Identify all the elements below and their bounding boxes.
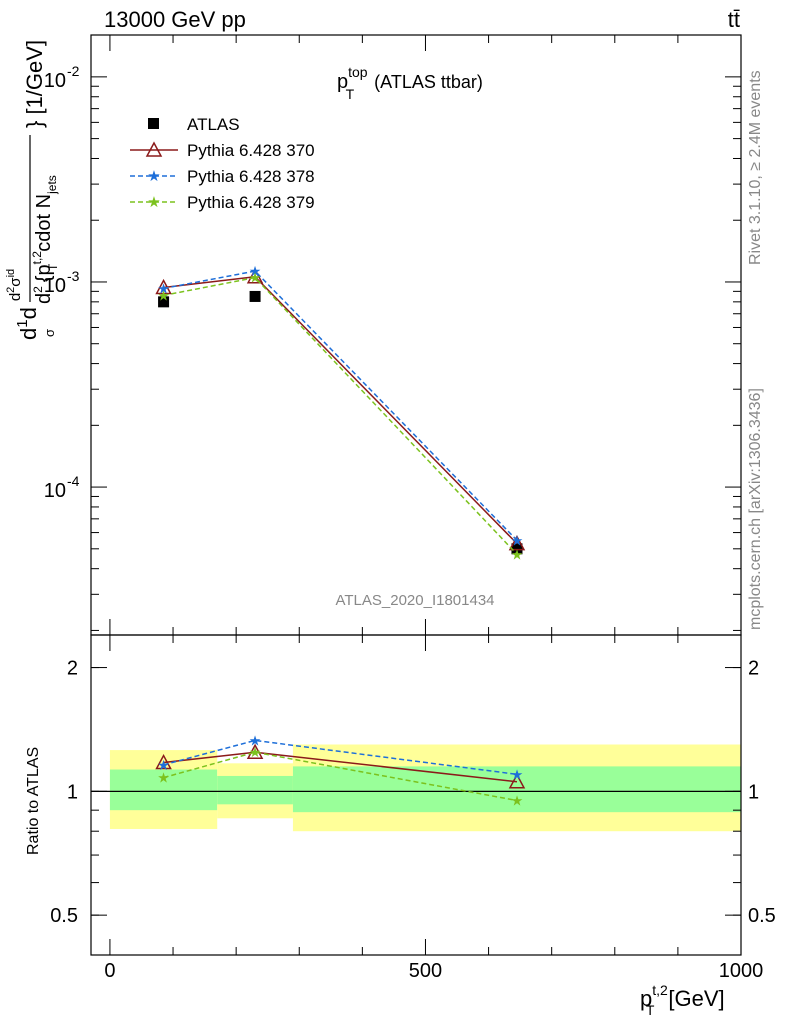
series-line-1 — [163, 275, 518, 545]
ylabel-ptsup: t,2 — [30, 251, 44, 265]
ratio-y-tick-label-right: 2 — [748, 658, 759, 680]
legend-marker-pythia370 — [145, 141, 163, 157]
pythia-star-point: ★ — [157, 287, 170, 303]
svg-text:d2{pt,2Tcdot Njets: d2 {pt,2Tcdot Njets — [30, 175, 60, 304]
ratio-pythia-star-point: ★ — [157, 770, 170, 786]
ylabel-ptsub: T — [46, 263, 60, 271]
ratio-y-tick-label-left: 1 — [67, 781, 78, 803]
plot-title-p: p — [337, 71, 348, 93]
legend-marker-pythia379: ★ — [147, 194, 160, 211]
plot-title-sub: T — [346, 86, 355, 102]
ratio-x-label: pt,2 T [GeV] — [640, 982, 725, 1018]
atlas-data-point — [511, 543, 523, 555]
ratio-y-tick-label-right: 0.5 — [748, 905, 776, 927]
header-process-label: tt̄ — [728, 7, 740, 32]
header-energy-label: 13000 GeV pp — [104, 7, 246, 32]
pythia-star-point: ★ — [511, 546, 524, 562]
atlas-data-point — [158, 296, 170, 308]
ratio-axes: 0.5 0.5 1 1 2 2 0 500 1000 — [50, 635, 776, 982]
ratio-pythia-star-point: ★ — [157, 757, 170, 773]
main-y-label: d1dd2σid σ d2{pt,2Tcdot Njets } [1/GeV] — [5, 40, 60, 340]
ratio-y-tick-label-left: 0.5 — [50, 905, 78, 927]
ratio-series-layer: ★★★★★★ — [155, 732, 526, 809]
pythia-star-point: ★ — [511, 532, 524, 548]
main-y-tick-exponent: -2 — [67, 63, 80, 79]
legend-marker-pythia378: ★ — [147, 168, 160, 185]
ratio-band-inner — [109, 769, 218, 811]
legend-marker-atlas — [148, 118, 159, 129]
ylabel-densup: 2 — [31, 286, 45, 293]
mcplots-label: mcplots.cern.ch [arXiv:1306.3436] — [747, 388, 764, 630]
main-series-layer: ★★★★★★ — [155, 263, 526, 562]
ylabel-sigma2: σ — [7, 277, 24, 287]
main-y-tick-label: 10 — [44, 70, 66, 92]
legend: ATLAS Pythia 6.428 370 ★ Pythia 6.428 37… — [130, 115, 315, 212]
ylabel-one: 1 — [14, 319, 31, 327]
xlabel-sup: t,2 — [652, 982, 668, 998]
svg-text:σ: σ — [42, 329, 57, 337]
ylabel-units: } [1/GeV] — [22, 40, 47, 128]
plot-title-sup: top — [348, 64, 368, 80]
ylabel-brace: {p — [33, 264, 55, 282]
ratio-pythia-star-point: ★ — [249, 732, 262, 748]
pythia-star-point: ★ — [249, 270, 262, 286]
ylabel-jets: jets — [45, 175, 59, 195]
ratio-x-tick-label: 0 — [104, 960, 115, 982]
main-axes: 10-410-310-2 — [44, 35, 742, 635]
ylabel-sigma: σ — [42, 329, 57, 337]
ylabel-dd: d — [16, 307, 41, 319]
series-line-2 — [163, 270, 518, 541]
analysis-id: ATLAS_2020_I1801434 — [335, 592, 494, 609]
legend-label-pythia370: Pythia 6.428 370 — [187, 141, 315, 160]
ratio-y-tick-label-right: 1 — [748, 781, 759, 803]
ratio-series-line-0 — [163, 751, 518, 783]
ratio-panel-frame — [90, 634, 742, 956]
ylabel-cdot: cdot N — [33, 194, 55, 252]
ylabel-d1: d — [16, 328, 41, 340]
ratio-pythia-star-point: ★ — [511, 766, 524, 782]
ratio-x-tick-label: 500 — [409, 960, 442, 982]
svg-text:d1dd2σid: d1dd2σid — [5, 269, 41, 340]
ylabel-d2sigma: d — [7, 293, 24, 301]
ratio-x-tick-label: 1000 — [719, 960, 764, 982]
ratio-pythia370-point — [155, 753, 172, 770]
pythia370-point — [155, 278, 172, 295]
pythia370-point — [508, 535, 526, 551]
ratio-pythia370-point — [246, 743, 264, 759]
ratio-series-line-2 — [163, 751, 518, 802]
series-line-3 — [163, 276, 518, 555]
ratio-y-tick-label-left: 2 — [67, 658, 78, 680]
pythia-star-point: ★ — [249, 263, 262, 279]
ratio-pythia-star-point: ★ — [249, 744, 262, 760]
xlabel-units: [GeV] — [668, 986, 724, 1011]
main-y-tick-exponent: -3 — [67, 268, 80, 284]
ratio-pythia-star-point: ★ — [511, 793, 524, 809]
ylabel-id: id — [5, 269, 17, 278]
xlabel-p: p — [640, 986, 652, 1011]
legend-label-atlas: ATLAS — [187, 115, 240, 134]
ratio-pythia370-point — [508, 773, 526, 789]
pythia-star-point: ★ — [157, 280, 170, 296]
legend-label-pythia379: Pythia 6.428 379 — [187, 193, 315, 212]
ratio-bands-layer — [109, 744, 741, 832]
plot-title: ptop T (ATLAS ttbar) — [337, 64, 483, 102]
xlabel-sub: T — [646, 1002, 655, 1018]
ratio-band-inner — [217, 775, 293, 805]
main-y-tick-label: 10 — [44, 275, 66, 297]
pythia370-point — [246, 268, 264, 284]
ratio-y-label: Ratio to ATLAS — [25, 747, 42, 855]
main-y-tick-exponent: -4 — [67, 473, 80, 489]
ylabel-den: d — [33, 293, 55, 304]
rivet-label: Rivet 3.1.10, ≥ 2.4M events — [747, 70, 764, 265]
legend-label-pythia378: Pythia 6.428 378 — [187, 167, 315, 186]
ylabel-d2sup: 2 — [5, 287, 17, 293]
atlas-data-point — [249, 290, 261, 302]
main-y-tick-label: 10 — [44, 480, 66, 502]
plot-title-rest: (ATLAS ttbar) — [374, 72, 483, 92]
